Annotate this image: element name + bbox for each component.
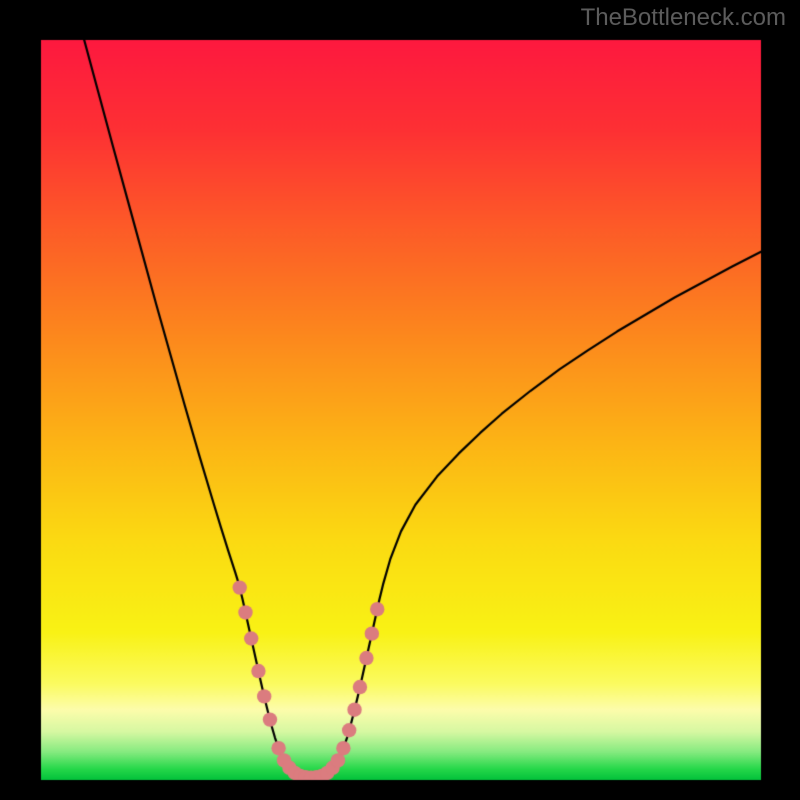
watermark-label: TheBottleneck.com: [581, 4, 786, 32]
bottleneck-curve-chart: [0, 0, 800, 800]
chart-container: TheBottleneck.com: [0, 0, 800, 800]
